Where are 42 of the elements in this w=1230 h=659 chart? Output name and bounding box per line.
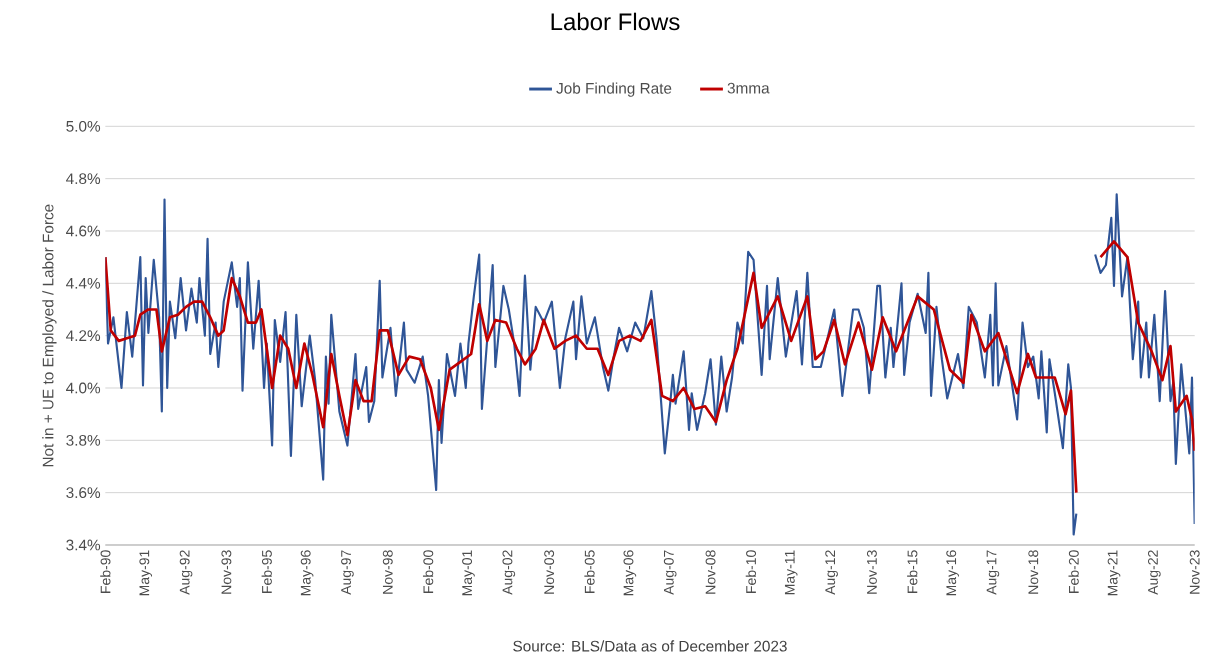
chart-title: Labor Flows (551, 12, 680, 31)
x-tick-label: Aug-07 (663, 550, 677, 595)
x-tick-label: May-06 (623, 550, 637, 596)
x-tick-label: Nov-18 (1028, 550, 1039, 594)
x-tick-label: Aug-12 (825, 550, 838, 595)
y-tick-label: 3.4% (66, 539, 101, 551)
x-tick-label: May-01 (462, 550, 475, 596)
x-tick-label: May-91 (139, 550, 153, 596)
x-tick-label: Aug-97 (341, 550, 354, 595)
x-tick-label: Aug-02 (502, 550, 516, 595)
y-axis-title: Not in + UE to Employed / Labor Force (42, 204, 57, 467)
x-tick-label: May-96 (300, 550, 314, 596)
x-tick-label: Feb-95 (261, 550, 272, 593)
x-tick-label: Nov-98 (382, 550, 393, 594)
x-tick-label: Feb-05 (584, 550, 595, 593)
x-tick-label: Feb-20 (1068, 550, 1079, 593)
x-tick-label: Nov-08 (705, 550, 716, 594)
x-tick-label: Nov-93 (221, 550, 232, 594)
legend-label: 3mma (727, 82, 770, 94)
y-tick-label: 4.8% (66, 173, 101, 185)
x-tick-label: Feb-15 (907, 550, 918, 593)
x-tick-label: May-11 (784, 550, 798, 595)
source-note: Source: BLS/Data as of December 2023 (513, 640, 787, 652)
y-tick-label: 5.0% (66, 120, 101, 132)
x-tick-label: Feb-00 (422, 550, 434, 593)
x-tick-label: Nov-03 (544, 550, 555, 594)
x-tick-label: Feb-10 (745, 550, 757, 593)
y-tick-label: 4.6% (66, 225, 101, 237)
x-tick-label: Aug-92 (179, 550, 193, 595)
x-tick-label: Nov-23 (1189, 550, 1200, 594)
x-tick-label: Aug-22 (1148, 550, 1161, 595)
y-tick-label: 4.2% (66, 330, 101, 342)
y-tick-label: 4.4% (66, 277, 101, 289)
x-tick-label: Nov-13 (866, 550, 877, 594)
x-tick-label: Feb-90 (100, 550, 111, 593)
legend-label: Job Finding Rate (556, 82, 672, 97)
y-tick-label: 4.0% (66, 382, 101, 394)
x-tick-label: May-16 (946, 550, 959, 596)
x-tick-label: Aug-17 (986, 550, 1000, 595)
y-tick-label: 3.6% (66, 487, 101, 499)
y-tick-label: 3.8% (66, 434, 101, 446)
x-tick-label: May-21 (1107, 550, 1121, 596)
